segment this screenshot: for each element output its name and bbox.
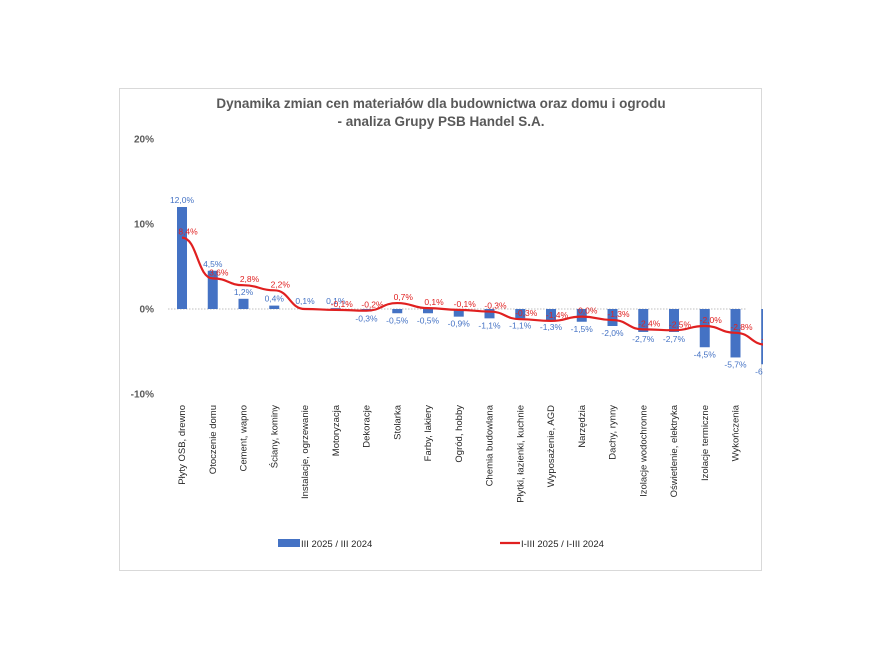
bar-data-label: -1,3% xyxy=(540,322,563,332)
x-tick-label: Ogród, hobby xyxy=(454,405,465,463)
bar xyxy=(207,270,218,309)
legend-line-label: I-III 2025 / I-III 2024 xyxy=(521,539,604,550)
bar-data-label: -6,5% xyxy=(755,366,763,376)
x-tick-label: Płyty OSB, drewno xyxy=(177,405,188,485)
legend-bar-label: III 2025 / III 2024 xyxy=(301,539,372,550)
x-axis-labels: Płyty OSB, drewno Otoczenie domu Cement, w… xyxy=(177,404,763,502)
line-data-label: -1,3% xyxy=(607,309,630,319)
line-data-label: 0,1% xyxy=(424,297,444,307)
chart-title-line-2: - analiza Grupy PSB Handel S.A. xyxy=(337,114,544,129)
line-data-label: -2,5% xyxy=(669,319,692,329)
bar xyxy=(330,308,341,310)
x-tick-label: Izolacje termiczne xyxy=(700,405,711,481)
x-tick-label: Izolacje wodochronne xyxy=(638,405,649,497)
line-data-label: -0,2% xyxy=(361,300,384,310)
line-data-label: -4,2% xyxy=(761,334,763,344)
x-tick-label: Wyposażenie, AGD xyxy=(546,405,557,487)
x-tick-label: Instalacje, ogrzewanie xyxy=(300,405,311,499)
line-data-label: -0,3% xyxy=(515,308,538,318)
x-tick-label: Dekoracje xyxy=(362,405,373,448)
bar-data-label: -0,5% xyxy=(417,315,440,325)
bar xyxy=(423,309,433,314)
bar-data-label: 0,1% xyxy=(326,296,346,306)
bar xyxy=(392,309,403,314)
line-data-label: 0,7% xyxy=(394,292,414,302)
bar xyxy=(576,309,587,322)
bar-data-label: 0,1% xyxy=(295,296,315,306)
x-tick-label: Sucha zabudowa xyxy=(761,404,763,478)
line-data-label: -0,3% xyxy=(484,301,507,311)
bar-data-label: -5,7% xyxy=(724,359,747,369)
y-tick-label: 20% xyxy=(134,135,154,146)
chart-container: Dynamika zmian cen materiałów dla budown… xyxy=(119,88,763,571)
x-tick-label: Cement, wapno xyxy=(239,405,250,472)
bar xyxy=(546,309,556,321)
bar-data-label: -1,5% xyxy=(571,324,594,334)
line-path xyxy=(181,236,763,346)
chart-title-line-1: Dynamika zmian cen materiałów dla budown… xyxy=(216,96,665,111)
line-data-label: 8,4% xyxy=(178,227,198,237)
bar-data-label: -0,5% xyxy=(386,315,409,325)
bar xyxy=(515,309,526,319)
bar xyxy=(669,309,679,332)
bar xyxy=(607,309,618,326)
bar xyxy=(638,309,649,332)
bar xyxy=(177,207,187,309)
line-data-label: -2,8% xyxy=(730,322,753,332)
x-tick-label: Wykończenia xyxy=(731,404,742,461)
line-series xyxy=(181,236,763,346)
bar-data-label: -2,7% xyxy=(663,334,686,344)
line-data-label: -2,4% xyxy=(638,318,661,328)
bar-data-label: 1,2% xyxy=(234,287,254,297)
bar-data-label: -4,5% xyxy=(694,349,717,359)
bar-data-label: 12,0% xyxy=(170,195,195,205)
bar xyxy=(484,309,495,319)
bar xyxy=(453,309,464,317)
bar xyxy=(269,305,280,309)
bar-data-label: -0,3% xyxy=(355,314,378,324)
x-tick-label: Narzędzia xyxy=(577,404,588,447)
y-axis: 20% 10% 0% -10% xyxy=(131,135,154,401)
y-tick-label: 0% xyxy=(140,305,155,316)
x-tick-label: Otoczenie domu xyxy=(208,405,219,474)
x-tick-label: Ściany, kominy xyxy=(268,405,280,468)
line-data-label: -1,4% xyxy=(546,310,569,320)
line-data-label: 2,2% xyxy=(271,279,291,289)
bar-data-label: -1,1% xyxy=(509,320,532,330)
line-data-label: -0,1% xyxy=(331,299,354,309)
x-tick-label: Chemia budowlana xyxy=(485,404,496,486)
bar-data-label: -2,7% xyxy=(632,334,655,344)
bar-data-label: -2,0% xyxy=(601,328,624,338)
bar-data-label: 4,5% xyxy=(203,259,223,269)
bar-data-labels: 12,0% 4,5% 1,2% 0,4% 0,1% 0,1% -0,3% -0,5% -0,5%… xyxy=(170,195,763,376)
y-tick-label: 10% xyxy=(134,220,154,231)
legend-bar-swatch xyxy=(278,539,300,547)
chart-svg: Dynamika zmian cen materiałów dla budown… xyxy=(131,96,763,550)
chart-title: Dynamika zmian cen materiałów dla budown… xyxy=(216,96,665,129)
x-tick-label: Stolarka xyxy=(392,404,403,440)
line-data-label: 3,6% xyxy=(209,267,229,277)
line-data-label: -2,0% xyxy=(700,315,723,325)
bar xyxy=(699,309,710,348)
bar-data-label: -1,1% xyxy=(478,320,501,330)
bar-data-label: 0,4% xyxy=(265,294,285,304)
line-data-label: 2,8% xyxy=(240,274,260,284)
legend: III 2025 / III 2024 I-III 2025 / I-III 20… xyxy=(278,539,604,550)
line-data-label: 0,0% xyxy=(578,306,598,316)
x-tick-label: Farby, lakiery xyxy=(423,405,434,462)
line-data-label: -0,1% xyxy=(454,299,477,309)
bar xyxy=(238,298,249,309)
x-tick-label: Oświetlenie, elektryka xyxy=(669,404,680,497)
x-tick-label: Motoryzacja xyxy=(331,404,342,456)
bar xyxy=(761,309,763,365)
line-data-labels: 8,4%3,6%2,8%2,2%-0,1% -0,2%0,7%0,1% -0,1% -… xyxy=(178,227,763,344)
y-tick-label: -10% xyxy=(131,390,154,401)
x-tick-label: Płytki, łazienki, kuchnie xyxy=(515,405,526,503)
x-tick-label: Dachy, rynny xyxy=(608,405,619,460)
bar-data-label: -0,9% xyxy=(448,319,471,329)
